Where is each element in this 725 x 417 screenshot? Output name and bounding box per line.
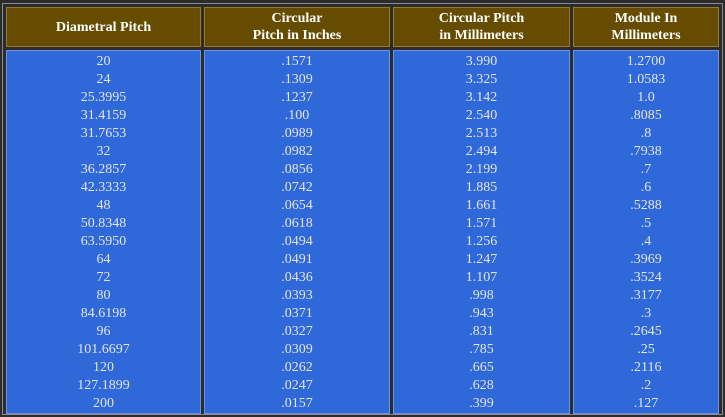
table-cell: .4 xyxy=(640,234,652,249)
header-circular-pitch-inches: Circular Pitch in Inches xyxy=(204,7,390,47)
table-cell: 36.2857 xyxy=(80,162,127,177)
table-cell: .0982 xyxy=(281,144,313,159)
table-cell: .3524 xyxy=(630,270,662,285)
table-cell: 63.5950 xyxy=(80,234,127,249)
table-cell: 96 xyxy=(96,324,111,339)
column-diametral-pitch: 20 24 25.3995 31.4159 31.7653 32 36.2857 42.333… xyxy=(6,50,201,414)
table-cell: 24 xyxy=(96,72,111,87)
header-line: in Millimeters xyxy=(439,28,524,43)
table-cell: .100 xyxy=(284,108,310,123)
table-cell: 101.6697 xyxy=(77,342,130,357)
table-cell: 1.661 xyxy=(465,198,498,213)
table-cell: .399 xyxy=(469,396,494,411)
table-cell: 3.142 xyxy=(465,90,498,105)
table-cell: 1.0 xyxy=(637,90,655,105)
table-cell: .8 xyxy=(640,126,652,141)
table-cell: 1.247 xyxy=(465,252,498,267)
header-diametral-pitch: Diametral Pitch xyxy=(6,7,201,47)
table-cell: .7938 xyxy=(630,144,662,159)
table-cell: .3 xyxy=(640,306,652,321)
table-cell: 2.540 xyxy=(465,108,498,123)
table-cell: 1.107 xyxy=(465,270,498,285)
header-line: Millimeters xyxy=(611,28,681,43)
table-cell: .0327 xyxy=(281,324,313,339)
table-cell: 1.0583 xyxy=(626,72,666,87)
table-cell: 31.4159 xyxy=(80,108,127,123)
table-cell: .2 xyxy=(640,378,652,393)
table-cell: .3177 xyxy=(630,288,662,303)
table-cell: 64 xyxy=(96,252,111,267)
header-line: Diametral Pitch xyxy=(55,19,152,35)
table-cell: 3.990 xyxy=(465,54,498,69)
table-cell: .0262 xyxy=(281,360,313,375)
table-cell: .2645 xyxy=(630,324,662,339)
table-cell: .0654 xyxy=(281,198,313,213)
table-cell: .0742 xyxy=(281,180,313,195)
table-cell: 72 xyxy=(96,270,111,285)
table-cell: .6 xyxy=(640,180,652,195)
table-cell: 3.325 xyxy=(465,72,498,87)
table-cell: 42.3333 xyxy=(80,180,127,195)
header-module-mm: Module In Millimeters xyxy=(573,7,719,47)
table-cell: .5288 xyxy=(630,198,662,213)
column-circular-pitch-inches: .1571 .1309 .1237 .100 .0989 .0982 .0856 .0742.… xyxy=(204,50,390,414)
table-cell: .0989 xyxy=(281,126,313,141)
table-cell: 2.199 xyxy=(465,162,498,177)
table-cell: .998 xyxy=(469,288,494,303)
table-cell: .628 xyxy=(469,378,494,393)
table-cell: .0436 xyxy=(281,270,313,285)
table-cell: .665 xyxy=(469,360,494,375)
table-cell: 80 xyxy=(96,288,111,303)
table-cell: .3969 xyxy=(630,252,662,267)
table-cell: 1.885 xyxy=(465,180,498,195)
table-cell: .943 xyxy=(469,306,494,321)
table-cell: .0393 xyxy=(281,288,313,303)
table-cell: 1.2700 xyxy=(626,54,666,69)
table-cell: .25 xyxy=(637,342,655,357)
table-cell: .0856 xyxy=(281,162,313,177)
table-cell: 48 xyxy=(96,198,111,213)
table-cell: .0494 xyxy=(281,234,313,249)
header-circular-pitch-mm: Circular Pitch in Millimeters xyxy=(393,7,570,47)
data-row: 20 24 25.3995 31.4159 31.7653 32 36.2857 42.333… xyxy=(6,50,719,414)
header-line: Module In xyxy=(614,11,678,26)
table-frame: Diametral Pitch Circular Pitch in Inches… xyxy=(2,3,723,415)
table-cell: 1.256 xyxy=(465,234,498,249)
table-cell: 31.7653 xyxy=(80,126,127,141)
table-cell: 120 xyxy=(93,360,114,375)
column-circular-pitch-mm: 3.990 3.325 3.142 2.540 2.513 2.494 2.199 1.885… xyxy=(393,50,570,414)
header-line: Circular xyxy=(271,11,323,26)
table-cell: 32 xyxy=(96,144,111,159)
table-cell: 25.3995 xyxy=(80,90,127,105)
table-cell: .8085 xyxy=(630,108,662,123)
table-cell: .1309 xyxy=(281,72,313,87)
table-cell: 20 xyxy=(96,54,111,69)
table-cell: 50.8348 xyxy=(80,216,127,231)
table-cell: 2.513 xyxy=(465,126,498,141)
column-module-mm: 1.2700 1.0583 1.0 .8085 .8 .7938 .7 .6 .5288 .5 .4… xyxy=(573,50,719,414)
table-cell: .0247 xyxy=(281,378,313,393)
table-cell: 127.1899 xyxy=(77,378,130,393)
table-cell: .0157 xyxy=(281,396,313,411)
table-cell: .0309 xyxy=(281,342,313,357)
table-cell: 84.6198 xyxy=(80,306,127,321)
table-cell: 2.494 xyxy=(465,144,498,159)
table-cell: .0618 xyxy=(281,216,313,231)
table-cell: 200 xyxy=(93,396,114,411)
table-cell: .127 xyxy=(633,396,659,411)
header-row: Diametral Pitch Circular Pitch in Inches… xyxy=(6,7,719,47)
table-cell: .785 xyxy=(469,342,494,357)
table-cell: .1237 xyxy=(281,90,313,105)
table-cell: .1571 xyxy=(281,54,313,69)
table-cell: .2116 xyxy=(630,360,662,375)
table-cell: .5 xyxy=(640,216,652,231)
table-cell: .0491 xyxy=(281,252,313,267)
gear-pitch-table: Diametral Pitch Circular Pitch in Inches… xyxy=(3,4,722,417)
table-cell: 1.571 xyxy=(465,216,498,231)
table-cell: .831 xyxy=(469,324,494,339)
table-cell: .0371 xyxy=(281,306,313,321)
header-line: Circular Pitch xyxy=(438,11,525,26)
header-line: Pitch in Inches xyxy=(252,28,342,43)
table-cell: .7 xyxy=(640,162,652,177)
